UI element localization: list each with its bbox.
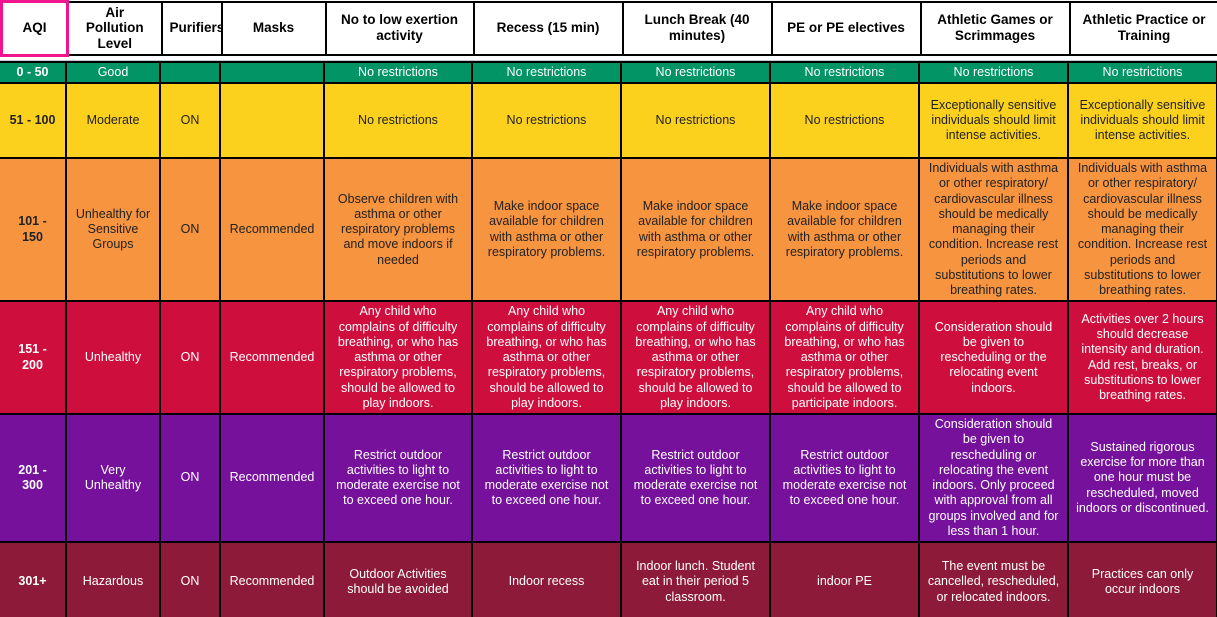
header-cell-masks[interactable]: Masks	[220, 0, 327, 57]
cell-301-pe-or-pe-electives[interactable]: indoor PE	[769, 541, 920, 617]
cell-201-300-masks[interactable]: Recommended	[219, 413, 325, 544]
cell-101-150-masks[interactable]: Recommended	[219, 157, 325, 303]
cell-151-200-no-to-low-exertion-activity[interactable]: Any child who complains of difficulty br…	[323, 300, 473, 416]
cell-0-50-aqi[interactable]: 0 - 50	[0, 60, 67, 85]
cell-151-200-purifiers[interactable]: ON	[159, 300, 221, 416]
cell-151-200-recess-15-min[interactable]: Any child who complains of difficulty br…	[471, 300, 622, 416]
cell-0-50-recess-15-min[interactable]: No restrictions	[471, 60, 622, 85]
cell-301-lunch-break-40-minutes[interactable]: Indoor lunch. Student eat in their perio…	[620, 541, 771, 617]
cell-301-recess-15-min[interactable]: Indoor recess	[471, 541, 622, 617]
cell-101-150-no-to-low-exertion-activity[interactable]: Observe children with asthma or other re…	[323, 157, 473, 303]
header-cell-aqi-selected[interactable]: AQI	[0, 0, 69, 57]
header-cell-athletic-practice-or-training[interactable]: Athletic Practice or Training	[1068, 0, 1217, 57]
cell-201-300-no-to-low-exertion-activity[interactable]: Restrict outdoor activities to light to …	[323, 413, 473, 544]
cell-0-50-lunch-break-40-minutes[interactable]: No restrictions	[620, 60, 771, 85]
table-row-unhealthy: 151 - 200 Unhealthy ON Recommended Any child…	[0, 300, 1217, 416]
cell-201-300-aqi[interactable]: 201 - 300	[0, 413, 67, 544]
cell-51-100-athletic-games-or-scrimmages[interactable]: Exceptionally sensitive individuals shou…	[918, 82, 1069, 160]
cell-151-200-lunch-break-40-minutes[interactable]: Any child who complains of difficulty br…	[620, 300, 771, 416]
cell-301-aqi[interactable]: 301+	[0, 541, 67, 617]
cell-101-150-recess-15-min[interactable]: Make indoor space available for children…	[471, 157, 622, 303]
table-body: 0 - 50 Good No restrictions No restrictions…	[0, 60, 1217, 617]
cell-101-150-air-pollution-level[interactable]: Unhealthy for Sensitive Groups	[65, 157, 161, 303]
cell-51-100-air-pollution-level[interactable]: Moderate	[65, 82, 161, 160]
cell-151-200-athletic-practice-or-training[interactable]: Activities over 2 hours should decrease …	[1067, 300, 1217, 416]
cell-301-air-pollution-level[interactable]: Hazardous	[65, 541, 161, 617]
cell-0-50-no-to-low-exertion-activity[interactable]: No restrictions	[323, 60, 473, 85]
table-row-good: 0 - 50 Good No restrictions No restrictions…	[0, 60, 1217, 85]
cell-151-200-air-pollution-level[interactable]: Unhealthy	[65, 300, 161, 416]
cell-101-150-lunch-break-40-minutes[interactable]: Make indoor space available for children…	[620, 157, 771, 303]
cell-201-300-recess-15-min[interactable]: Restrict outdoor activities to light to …	[471, 413, 622, 544]
cell-51-100-aqi[interactable]: 51 - 100	[0, 82, 67, 160]
cell-101-150-athletic-practice-or-training[interactable]: Individuals with asthma or other respira…	[1067, 157, 1217, 303]
header-cell-purifiers[interactable]: Purifiers	[160, 0, 223, 57]
cell-0-50-purifiers[interactable]	[159, 60, 221, 85]
header-cell-recess-15-min[interactable]: Recess (15 min)	[472, 0, 624, 57]
cell-101-150-pe-or-pe-electives[interactable]: Make indoor space available for children…	[769, 157, 920, 303]
cell-301-athletic-games-or-scrimmages[interactable]: The event must be cancelled, rescheduled…	[918, 541, 1069, 617]
cell-0-50-air-pollution-level[interactable]: Good	[65, 60, 161, 85]
table-row-very-unhealthy: 201 - 300 Very Unhealthy ON Recommended Rest…	[0, 413, 1217, 544]
cell-301-athletic-practice-or-training[interactable]: Practices can only occur indoors	[1067, 541, 1217, 617]
cell-0-50-pe-or-pe-electives[interactable]: No restrictions	[769, 60, 920, 85]
frozen-pane-divider	[0, 56, 1217, 61]
header-cell-pe-or-pe-electives[interactable]: PE or PE electives	[770, 0, 922, 57]
cell-201-300-athletic-practice-or-training[interactable]: Sustained rigorous exercise for more tha…	[1067, 413, 1217, 544]
cell-101-150-purifiers[interactable]: ON	[159, 157, 221, 303]
cell-51-100-pe-or-pe-electives[interactable]: No restrictions	[769, 82, 920, 160]
header-cell-air-pollution-level[interactable]: Air Pollution Level	[66, 0, 163, 57]
cell-151-200-athletic-games-or-scrimmages[interactable]: Consideration should be given to resched…	[918, 300, 1069, 416]
cell-151-200-pe-or-pe-electives[interactable]: Any child who complains of difficulty br…	[769, 300, 920, 416]
table-header: AQI Air Pollution Level Purifiers Masks No t…	[0, 0, 1217, 57]
cell-301-no-to-low-exertion-activity[interactable]: Outdoor Activities should be avoided	[323, 541, 473, 617]
table-row-unhealthy-for-sensitive-groups: 101 - 150 Unhealthy for Sensitive Groups O…	[0, 157, 1217, 303]
cell-201-300-athletic-games-or-scrimmages[interactable]: Consideration should be given to resched…	[918, 413, 1069, 544]
cell-201-300-lunch-break-40-minutes[interactable]: Restrict outdoor activities to light to …	[620, 413, 771, 544]
cell-301-masks[interactable]: Recommended	[219, 541, 325, 617]
cell-51-100-purifiers[interactable]: ON	[159, 82, 221, 160]
cell-0-50-athletic-practice-or-training[interactable]: No restrictions	[1067, 60, 1217, 85]
cell-101-150-aqi[interactable]: 101 - 150	[0, 157, 67, 303]
cell-51-100-masks[interactable]	[219, 82, 325, 160]
table-row-hazardous: 301+ Hazardous ON Recommended Outdoor Activi…	[0, 541, 1217, 617]
cell-101-150-athletic-games-or-scrimmages[interactable]: Individuals with asthma or other respira…	[918, 157, 1069, 303]
header-cell-lunch-break-40-minutes[interactable]: Lunch Break (40 minutes)	[621, 0, 773, 57]
table-row-moderate: 51 - 100 Moderate ON No restrictions No rest…	[0, 82, 1217, 160]
header-row: AQI Air Pollution Level Purifiers Masks No t…	[0, 0, 1217, 57]
cell-51-100-no-to-low-exertion-activity[interactable]: No restrictions	[323, 82, 473, 160]
cell-201-300-pe-or-pe-electives[interactable]: Restrict outdoor activities to light to …	[769, 413, 920, 544]
cell-151-200-aqi[interactable]: 151 - 200	[0, 300, 67, 416]
cell-201-300-air-pollution-level[interactable]: Very Unhealthy	[65, 413, 161, 544]
header-cell-athletic-games-or-scrimmages[interactable]: Athletic Games or Scrimmages	[919, 0, 1071, 57]
cell-201-300-purifiers[interactable]: ON	[159, 413, 221, 544]
header-cell-no-to-low-exertion-activity[interactable]: No to low exertion activity	[324, 0, 475, 57]
cell-151-200-masks[interactable]: Recommended	[219, 300, 325, 416]
cell-51-100-recess-15-min[interactable]: No restrictions	[471, 82, 622, 160]
cell-0-50-masks[interactable]	[219, 60, 325, 85]
cell-301-purifiers[interactable]: ON	[159, 541, 221, 617]
cell-51-100-lunch-break-40-minutes[interactable]: No restrictions	[620, 82, 771, 160]
cell-0-50-athletic-games-or-scrimmages[interactable]: No restrictions	[918, 60, 1069, 85]
cell-51-100-athletic-practice-or-training[interactable]: Exceptionally sensitive individuals shou…	[1067, 82, 1217, 160]
